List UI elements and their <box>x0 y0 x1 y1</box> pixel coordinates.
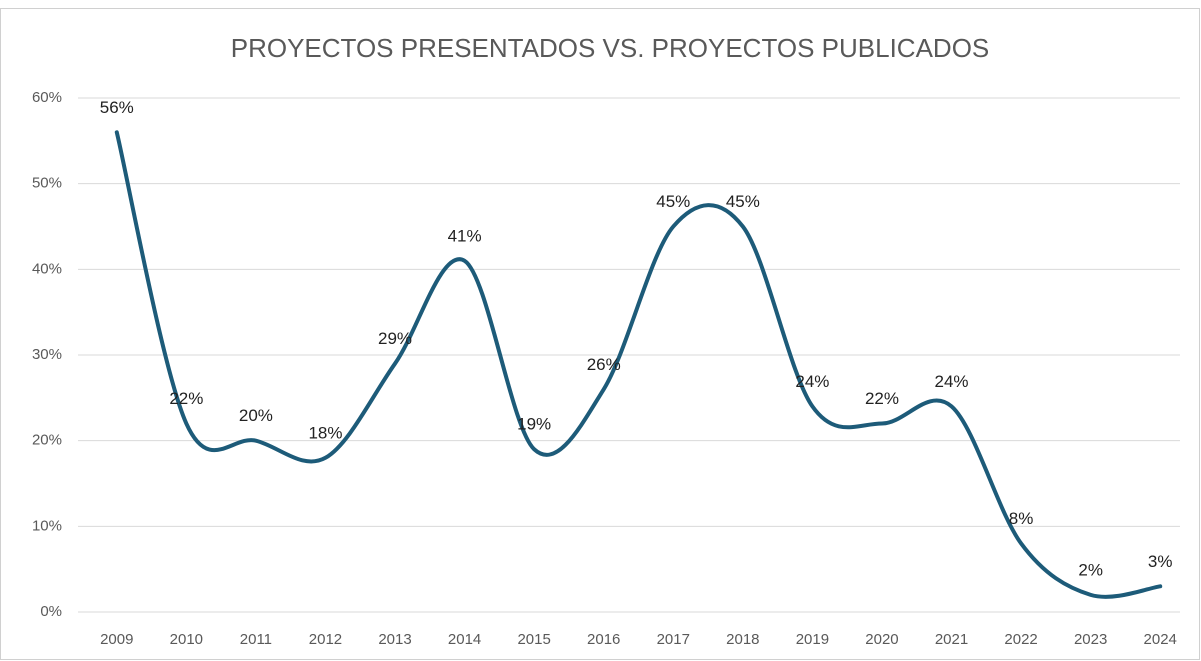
y-tick-label: 60% <box>32 89 62 106</box>
data-label: 22% <box>169 389 203 408</box>
x-tick-label: 2017 <box>657 631 690 648</box>
data-label: 56% <box>100 98 134 117</box>
y-tick-label: 20% <box>32 432 62 449</box>
x-tick-label: 2023 <box>1074 631 1107 648</box>
data-label: 8% <box>1009 509 1034 528</box>
data-label: 24% <box>795 372 829 391</box>
x-tick-label: 2019 <box>796 631 829 648</box>
data-line <box>114 130 1163 599</box>
data-label: 2% <box>1078 560 1103 579</box>
x-tick-label: 2011 <box>240 631 272 648</box>
data-label: 45% <box>726 192 760 211</box>
y-tick-label: 40% <box>32 260 62 277</box>
data-label: 41% <box>448 226 482 245</box>
data-label: 18% <box>308 423 342 442</box>
y-tick-label: 50% <box>32 175 62 192</box>
x-tick-label: 2012 <box>309 631 342 648</box>
x-tick-label: 2016 <box>587 631 620 648</box>
data-label: 22% <box>865 389 899 408</box>
chart-title: PROYECTOS PRESENTADOS VS. PROYECTOS PUBL… <box>231 33 990 63</box>
x-tick-label: 2009 <box>100 631 133 648</box>
x-tick-label: 2022 <box>1004 631 1037 648</box>
data-label: 19% <box>517 415 551 434</box>
x-tick-label: 2021 <box>935 631 968 648</box>
x-tick-label: 2020 <box>865 631 898 648</box>
y-tick-label: 30% <box>32 346 62 363</box>
data-label: 3% <box>1148 552 1173 571</box>
x-tick-label: 2015 <box>517 631 550 648</box>
data-label: 29% <box>378 329 412 348</box>
data-label: 20% <box>239 406 273 425</box>
x-tick-label: 2024 <box>1144 631 1177 648</box>
x-tick-label: 2018 <box>726 631 759 648</box>
data-label: 24% <box>935 372 969 391</box>
y-tick-label: 0% <box>40 603 62 620</box>
x-tick-label: 2013 <box>378 631 411 648</box>
y-tick-label: 10% <box>32 517 62 534</box>
data-label: 45% <box>656 192 690 211</box>
chart-border <box>0 8 1200 660</box>
x-tick-label: 2014 <box>448 631 481 648</box>
data-label: 26% <box>587 355 621 374</box>
x-tick-label: 2010 <box>170 631 203 648</box>
